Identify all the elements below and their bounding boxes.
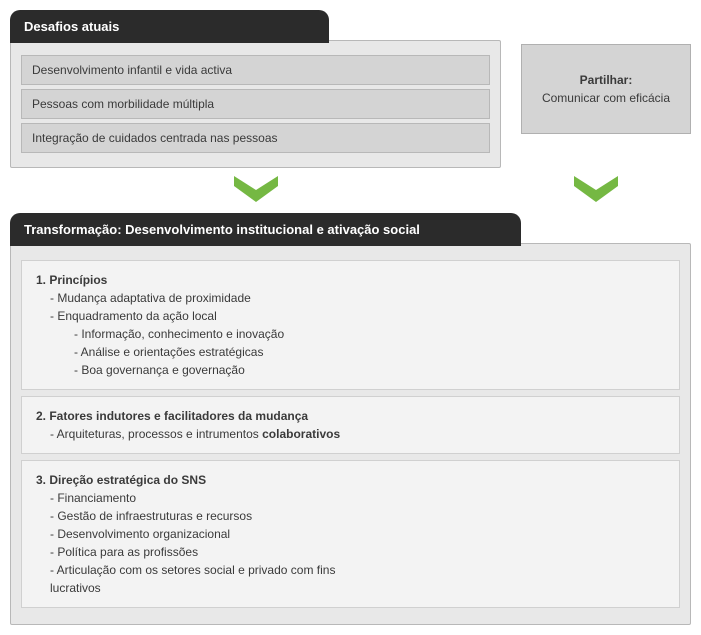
section-line-bold: colaborativos	[262, 427, 340, 441]
transformation-header: Transformação: Desenvolvimento instituci…	[10, 213, 521, 246]
section-line: - Articulação com os setores social e pr…	[36, 561, 665, 579]
section-line: - Desenvolvimento organizacional	[36, 525, 665, 543]
section-line: - Enquadramento da ação local	[36, 307, 665, 325]
transformation-body: 1. Princípios - Mudança adaptativa de pr…	[10, 243, 691, 625]
section-title: 3. Direção estratégica do SNS	[36, 473, 206, 487]
section-strategic: 3. Direção estratégica do SNS - Financia…	[21, 460, 680, 608]
section-line: lucrativos	[36, 579, 665, 597]
chevron-down-icon	[574, 176, 618, 205]
arrow-right-slot	[501, 176, 691, 205]
top-row: Desafios atuais Desenvolvimento infantil…	[0, 0, 701, 168]
transformation-panel: Transformação: Desenvolvimento instituci…	[0, 213, 701, 635]
section-line: - Financiamento	[36, 489, 665, 507]
challenges-body: Desenvolvimento infantil e vida activa P…	[10, 40, 501, 168]
arrow-left-slot	[10, 176, 501, 205]
section-line: - Informação, conhecimento e inovação	[36, 325, 665, 343]
challenge-item: Integração de cuidados centrada nas pess…	[21, 123, 490, 153]
section-factors: 2. Fatores indutores e facilitadores da …	[21, 396, 680, 454]
arrows-row	[0, 168, 701, 213]
section-line: - Arquiteturas, processos e intrumentos …	[36, 425, 665, 443]
share-subtitle: Comunicar com eficácia	[542, 91, 670, 105]
section-line-pre: - Arquiteturas, processos e intrumentos	[50, 427, 262, 441]
challenge-item: Pessoas com morbilidade múltipla	[21, 89, 490, 119]
section-title: 1. Princípios	[36, 273, 107, 287]
challenges-panel: Desafios atuais Desenvolvimento infantil…	[10, 10, 501, 168]
challenge-item: Desenvolvimento infantil e vida activa	[21, 55, 490, 85]
section-line: - Mudança adaptativa de proximidade	[36, 289, 665, 307]
section-title: 2. Fatores indutores e facilitadores da …	[36, 409, 308, 423]
chevron-down-icon	[234, 176, 278, 205]
section-line: - Boa governança e governação	[36, 361, 665, 379]
share-panel: Partilhar: Comunicar com eficácia	[521, 44, 691, 134]
challenges-header: Desafios atuais	[10, 10, 329, 43]
section-principles: 1. Princípios - Mudança adaptativa de pr…	[21, 260, 680, 390]
share-box: Partilhar: Comunicar com eficácia	[521, 44, 691, 134]
share-title: Partilhar:	[532, 71, 680, 89]
section-line: - Gestão de infraestruturas e recursos	[36, 507, 665, 525]
section-line: - Análise e orientações estratégicas	[36, 343, 665, 361]
section-line: - Política para as profissões	[36, 543, 665, 561]
